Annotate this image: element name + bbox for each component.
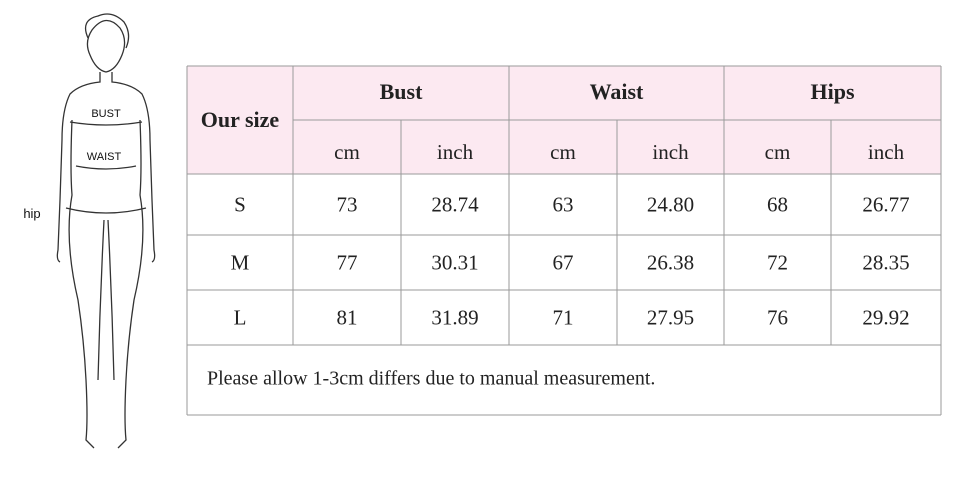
size-table: Our size Bust Waist Hips cm inch cm inch cm inch S… [186,65,942,416]
cell: 31.89 [431,305,478,329]
hip-label: hip [23,206,40,221]
cell: 63 [553,192,574,216]
cell: 27.95 [647,305,694,329]
group-header: Hips [810,79,854,104]
cell: 71 [553,305,574,329]
cell: 67 [553,250,574,274]
cell: 81 [337,305,358,329]
cell: 72 [767,250,788,274]
unit-header: inch [437,140,474,164]
unit-header: cm [334,140,360,164]
cell: 73 [337,192,358,216]
unit-header: cm [765,140,791,164]
cell: 68 [767,192,788,216]
cell: 28.74 [431,192,479,216]
cell: 24.80 [647,192,694,216]
size-cell: M [231,250,250,274]
note: Please allow 1-3cm differs due to manual… [207,368,655,390]
cell: 30.31 [431,250,478,274]
cell: 76 [767,305,788,329]
cell: 77 [337,250,358,274]
cell: 28.35 [862,250,909,274]
size-cell: S [234,192,246,216]
figure-illustration: BUST WAIST hip [23,13,156,449]
group-header: Bust [380,79,423,104]
cell: 26.77 [862,192,909,216]
corner-header: Our size [201,107,280,132]
cell: 26.38 [647,250,694,274]
group-header: Waist [590,79,644,104]
unit-header: cm [550,140,576,164]
unit-header: inch [652,140,689,164]
waist-label: WAIST [87,151,122,163]
bust-label: BUST [91,108,121,120]
size-cell: L [234,305,247,329]
cell: 29.92 [862,305,909,329]
unit-header: inch [868,140,905,164]
